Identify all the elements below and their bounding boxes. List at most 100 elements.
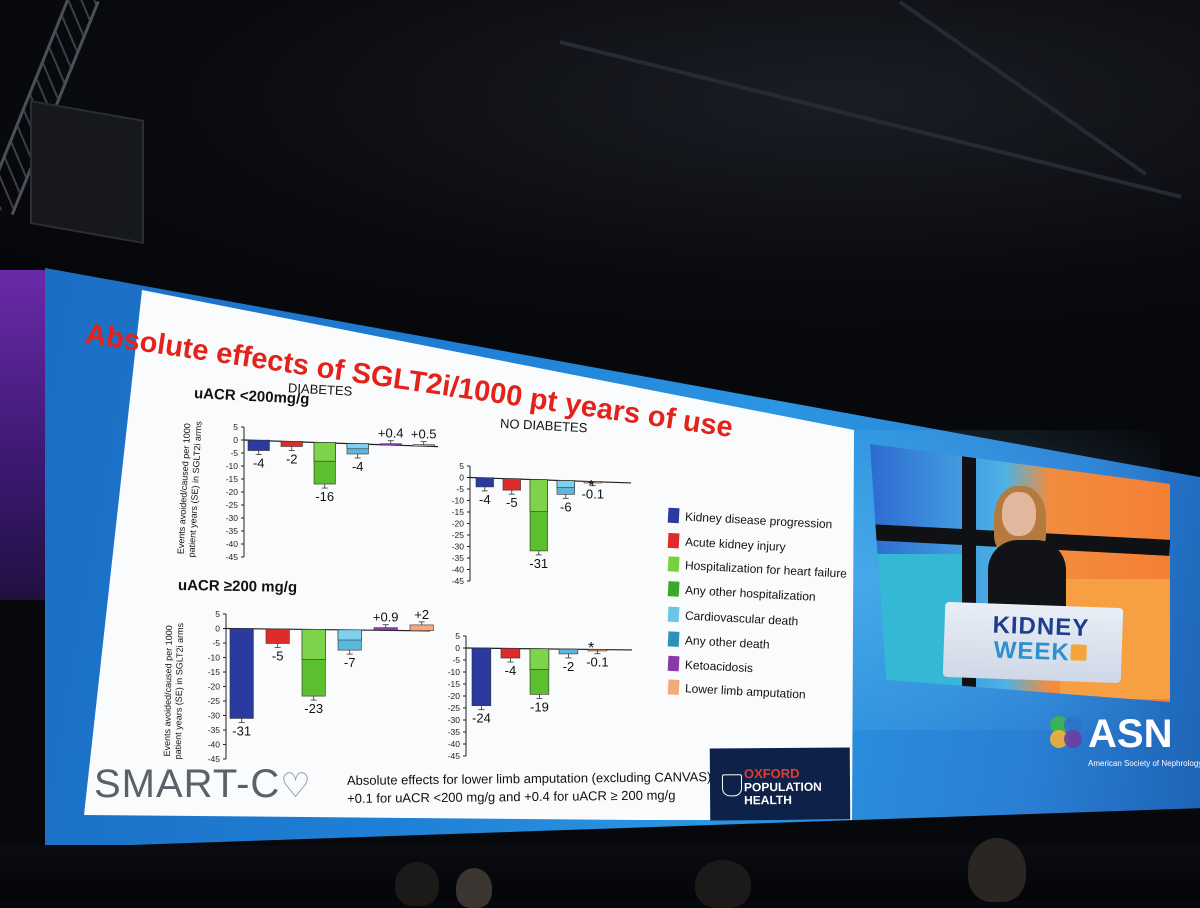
y-tick-label: -40 (448, 739, 461, 749)
y-tick-label: -15 (448, 679, 461, 689)
bar (471, 647, 492, 706)
y-tick-label: -25 (208, 696, 221, 706)
legend-swatch (667, 533, 680, 549)
audience-head (968, 838, 1026, 902)
y-tick-label: -10 (452, 496, 465, 506)
zero-line (225, 627, 431, 632)
y-tick-label: -25 (448, 703, 461, 713)
y-tick-label: -40 (208, 740, 221, 750)
data-label: -0.1 (582, 487, 604, 502)
bar (500, 648, 521, 659)
oxford-crest-icon (721, 774, 743, 797)
data-label: -4 (253, 456, 265, 471)
legend-swatch (667, 606, 680, 622)
y-tick-label: -35 (208, 725, 221, 735)
bar-segment (556, 480, 575, 488)
data-label: -7 (344, 655, 356, 670)
data-label: -23 (304, 701, 323, 716)
bar (373, 627, 398, 631)
data-label: -4 (505, 663, 517, 678)
legend-swatch (667, 679, 680, 695)
purple-side-wall (0, 270, 48, 600)
y-tick-label: -10 (448, 667, 461, 677)
y-tick-label: -45 (452, 576, 465, 586)
asn-logo-circle (1064, 730, 1082, 748)
data-label: +0.5 (411, 427, 437, 442)
asn-logo-circle (1064, 716, 1082, 734)
bar-segment (337, 629, 362, 641)
heart-kidney-icon: ♡ (280, 767, 312, 805)
asterisk-marker: * (588, 640, 595, 657)
bar (412, 444, 435, 447)
bar-segment (301, 629, 326, 660)
zero-line (469, 476, 632, 484)
data-label: -0.1 (586, 655, 608, 670)
y-tick-label: -30 (226, 513, 239, 523)
y-tick-label: -5 (456, 484, 464, 494)
data-label: -31 (232, 723, 251, 738)
smart-c-logo: SMART-C♡ (94, 762, 312, 807)
asn-text: ASN (1088, 712, 1173, 756)
legend-swatch (667, 581, 680, 597)
data-label: +2 (414, 607, 429, 622)
y-tick-label: -40 (452, 565, 465, 575)
ceiling (0, 0, 1200, 330)
data-label: -4 (479, 492, 491, 507)
y-tick-label: -45 (208, 754, 221, 764)
y-tick-label: -15 (452, 507, 465, 517)
y-tick-label: -5 (212, 638, 220, 648)
data-label: -2 (286, 451, 298, 466)
y-tick-label: -20 (226, 487, 239, 497)
bar (558, 648, 579, 655)
data-label: -16 (315, 489, 334, 504)
y-tick-label: -35 (448, 727, 461, 737)
legend-swatch (667, 631, 680, 647)
data-label: -5 (272, 648, 284, 663)
smart-c-text: SMART-C (94, 762, 281, 806)
audience-head (695, 860, 751, 908)
y-tick-label: -30 (452, 542, 465, 552)
bar (502, 478, 521, 491)
y-tick-label: 0 (215, 624, 220, 634)
audience-head (395, 862, 439, 906)
legend-swatch (667, 656, 680, 672)
y-tick-label: -20 (452, 519, 465, 529)
legend-swatch (667, 556, 680, 572)
bar-segment (529, 648, 550, 670)
y-tick-label: -40 (226, 539, 239, 549)
y-tick-label: -5 (452, 655, 460, 665)
y-tick-label: 0 (459, 473, 464, 483)
data-label: -6 (560, 499, 572, 514)
asn-logo-circle (1050, 730, 1068, 748)
footnote: Absolute effects for lower limb amputati… (347, 768, 715, 808)
data-label: -19 (530, 699, 549, 714)
audience-head (456, 868, 492, 908)
podium: KIDNEY WEEK (942, 601, 1124, 684)
bar (265, 628, 290, 644)
y-tick-label: -35 (226, 526, 239, 536)
y-tick-label: -25 (452, 530, 465, 540)
data-label: -31 (529, 556, 548, 571)
speaker-face (1002, 492, 1036, 536)
zero-line (243, 439, 439, 448)
oxford-population-health-logo: OXFORD POPULATION HEALTH (709, 747, 851, 821)
legend-swatch (667, 507, 680, 524)
data-label: -5 (506, 495, 518, 510)
y-tick-label: 0 (455, 643, 460, 653)
bar-segment (346, 443, 369, 450)
kidney-week-text: WEEK (993, 636, 1071, 667)
data-label: -4 (352, 459, 364, 474)
kidney-week-badge-icon (1070, 644, 1087, 661)
y-tick-label: -35 (452, 553, 465, 563)
y-tick-label: -20 (448, 691, 461, 701)
bar (379, 443, 402, 446)
y-tick-label: -10 (208, 653, 221, 663)
bar-segment (313, 442, 336, 462)
y-tick-label: -15 (226, 474, 239, 484)
y-tick-label: -30 (448, 715, 461, 725)
y-tick-label: -15 (208, 667, 221, 677)
bar-segment (529, 479, 548, 512)
bar (409, 624, 434, 632)
